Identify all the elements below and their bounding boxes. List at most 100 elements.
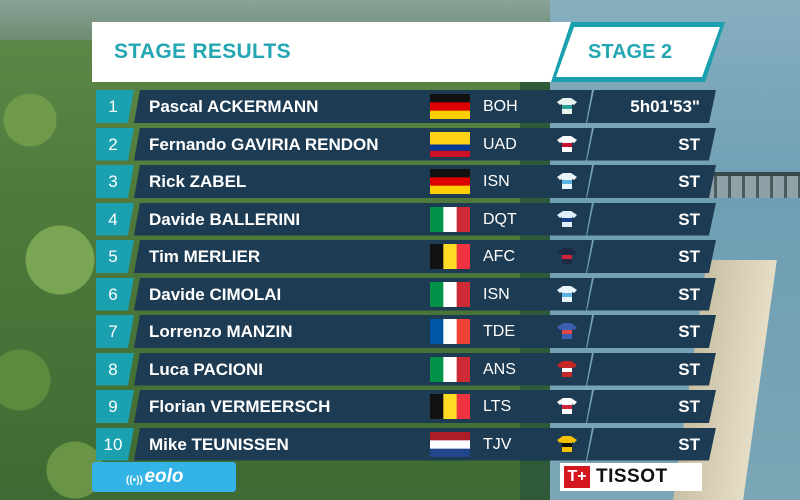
team-code: AFC [483,248,515,265]
rider-band [134,353,564,386]
country-flag-icon [430,206,470,232]
rider-band [134,203,564,236]
rider-band [134,90,564,123]
position-cell: 5 [96,240,134,273]
wifi-icon: ((•)) [126,475,143,486]
rider-band [134,428,564,461]
position-number: 5 [108,247,118,266]
table-row: 6 Davide CIMOLAI ISN ST [96,277,716,311]
rider-band [134,390,564,423]
rider-name: Rick ZABEL [149,172,247,191]
team-code: UAD [483,135,517,153]
results-table: 1 Pascal ACKERMANN BOH 5h01'53" 2 Fernan… [96,90,716,465]
team-code: BOH [483,98,518,115]
position-cell: 6 [96,277,134,311]
eolo-logo-text: eolo [144,466,184,487]
tissot-logo: T+ TISSOT [560,463,702,491]
position-number: 10 [103,434,123,454]
table-row: 10 Mike TEUNISSEN TJV ST [96,427,716,461]
position-number: 2 [108,134,118,154]
finish-time: ST [678,134,700,154]
rider-band [134,128,564,161]
table-row: 9 Florian VERMEERSCH LTS ST [96,390,716,423]
position-number: 3 [108,172,118,191]
team-jersey-icon [557,435,577,452]
swiss-cross-icon: T+ [564,466,590,488]
position-cell: 1 [96,90,134,123]
table-row: 5 Tim MERLIER AFC ST [96,240,716,273]
time-cell: ST [587,240,716,273]
time-cell: 5h01'53" [587,90,716,123]
rider-band [134,315,564,348]
team-jersey-icon [557,173,577,189]
finish-time: ST [678,434,700,454]
table-row: 7 Lorrenzo MANZIN TDE ST [96,315,716,348]
time-cell: ST [587,203,716,236]
position-cell: 9 [96,390,134,423]
tissot-logo-text: TISSOT [596,466,668,487]
rider-name: Mike TEUNISSEN [149,434,289,454]
finish-time: ST [678,359,700,379]
finish-time: 5h01'53" [630,97,700,116]
team-code: ISN [483,285,510,303]
team-code: DQT [483,210,517,228]
table-row: 3 Rick ZABEL ISN ST [96,165,716,198]
position-cell: 7 [96,315,134,348]
country-flag-icon [430,394,470,419]
table-row: 4 Davide BALLERINI DQT ST [96,202,716,236]
position-number: 8 [108,359,118,379]
finish-time: ST [678,247,700,266]
team-jersey-icon [557,398,577,414]
rider-name: Pascal ACKERMANN [149,97,319,116]
time-cell: ST [587,315,716,348]
position-cell: 2 [96,127,134,161]
time-cell: ST [587,390,716,423]
rider-band [134,278,564,311]
country-flag-icon [430,281,470,307]
team-code: ISN [483,173,510,190]
finish-time: ST [678,322,700,341]
country-flag-icon [430,169,470,194]
finish-time: ST [678,209,700,229]
stage-label: STAGE 2 [588,41,673,63]
time-cell: ST [587,165,716,198]
position-number: 9 [108,397,118,416]
finish-time: ST [678,172,700,191]
country-flag-icon [430,356,470,382]
rider-name: Lorrenzo MANZIN [149,322,293,341]
stage-tab [556,27,720,77]
page-title: STAGE RESULTS [114,40,291,63]
position-cell: 4 [96,202,134,236]
finish-time: ST [678,397,700,416]
time-cell: ST [587,428,716,461]
team-code: TDE [483,323,515,340]
position-cell: 3 [96,165,134,198]
country-flag-icon [430,94,470,119]
rider-band [134,165,564,198]
team-jersey-icon [557,360,577,377]
position-number: 4 [108,209,118,229]
position-number: 1 [108,97,118,116]
position-cell: 10 [96,427,134,461]
rider-name: Luca PACIONI [149,359,263,379]
rider-name: Tim MERLIER [149,247,261,266]
time-cell: ST [587,278,716,311]
time-cell: ST [587,128,716,161]
position-number: 6 [108,284,118,304]
pier [700,172,800,198]
team-code: ANS [483,360,516,378]
team-code: LTS [483,398,512,415]
eolo-logo: ((•)) eolo [92,462,236,492]
country-flag-icon [430,131,470,157]
time-cell: ST [587,353,716,386]
team-jersey-icon [557,323,577,339]
country-flag-icon [430,431,470,457]
team-jersey-icon [557,285,577,302]
title-bar: STAGE RESULTS [92,22,592,82]
rider-name: Davide CIMOLAI [149,284,282,304]
position-cell: 8 [96,352,134,386]
team-jersey-icon [557,135,577,152]
table-row: 1 Pascal ACKERMANN BOH 5h01'53" [96,90,716,123]
rider-name: Davide BALLERINI [149,209,301,229]
finish-time: ST [678,284,700,304]
